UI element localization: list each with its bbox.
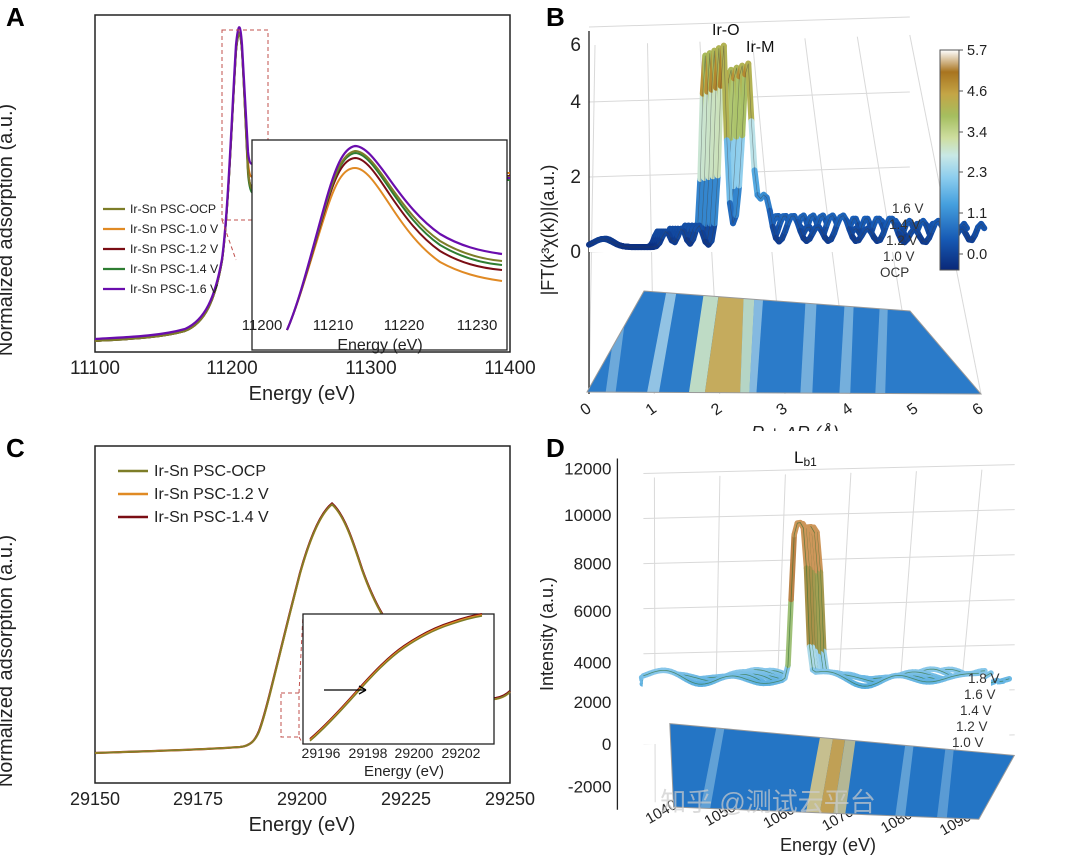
svg-text:4000: 4000 xyxy=(574,654,612,673)
svg-text:1: 1 xyxy=(643,400,660,419)
svg-text:29200: 29200 xyxy=(277,789,327,809)
svg-text:2000: 2000 xyxy=(574,693,612,712)
svg-text:Intensity (a.u.): Intensity (a.u.) xyxy=(540,577,557,691)
svg-text:11220: 11220 xyxy=(384,317,425,334)
svg-text:Ir-Sn PSC-1.2 V: Ir-Sn PSC-1.2 V xyxy=(154,486,269,503)
svg-text:11300: 11300 xyxy=(345,358,396,379)
svg-text:Energy (eV): Energy (eV) xyxy=(337,337,422,354)
svg-text:11200: 11200 xyxy=(206,358,257,379)
svg-text:Ir-Sn PSC-1.0 V: Ir-Sn PSC-1.0 V xyxy=(130,222,219,236)
svg-text:29202: 29202 xyxy=(442,745,481,761)
svg-text:0: 0 xyxy=(602,735,611,754)
svg-text:1.4 V: 1.4 V xyxy=(960,703,992,718)
svg-text:Lb1: Lb1 xyxy=(794,448,817,469)
svg-text:2: 2 xyxy=(570,167,581,188)
svg-text:6000: 6000 xyxy=(574,602,612,621)
svg-text:Ir-Sn PSC-OCP: Ir-Sn PSC-OCP xyxy=(154,463,266,480)
svg-text:29225: 29225 xyxy=(381,789,431,809)
svg-text:11210: 11210 xyxy=(313,317,354,334)
svg-text:11100: 11100 xyxy=(70,358,120,379)
svg-text:3.4: 3.4 xyxy=(967,125,987,141)
svg-text:29250: 29250 xyxy=(485,789,535,809)
svg-text:8000: 8000 xyxy=(574,555,612,574)
svg-text:Ir-Sn PSC-OCP: Ir-Sn PSC-OCP xyxy=(130,202,216,216)
svg-text:1.6 V: 1.6 V xyxy=(964,687,996,702)
svg-text:29175: 29175 xyxy=(173,789,223,809)
svg-text:10000: 10000 xyxy=(564,506,611,525)
svg-text:5: 5 xyxy=(904,400,921,419)
svg-text:1.6 V: 1.6 V xyxy=(892,201,924,216)
svg-text:1.8 V: 1.8 V xyxy=(968,671,1000,686)
svg-text:Ir-O: Ir-O xyxy=(712,22,740,39)
svg-text:Ir-M: Ir-M xyxy=(746,39,774,56)
svg-text:11400: 11400 xyxy=(484,358,535,379)
svg-text:1.1: 1.1 xyxy=(967,206,987,222)
svg-text:Energy (eV): Energy (eV) xyxy=(249,814,356,836)
svg-text:4: 4 xyxy=(570,92,581,113)
svg-text:Energy (eV): Energy (eV) xyxy=(780,835,876,855)
svg-text:0: 0 xyxy=(570,242,581,263)
svg-text:1.0 V: 1.0 V xyxy=(883,249,915,264)
svg-text:11200: 11200 xyxy=(242,317,283,334)
svg-text:Energy (eV): Energy (eV) xyxy=(364,763,444,780)
svg-text:Ir-Sn PSC-1.6 V: Ir-Sn PSC-1.6 V xyxy=(130,282,219,296)
svg-text:OCP: OCP xyxy=(880,265,909,280)
svg-text:R + ΔR (Å): R + ΔR (Å) xyxy=(751,423,839,431)
svg-text:4.6: 4.6 xyxy=(967,84,987,100)
svg-text:4: 4 xyxy=(839,400,856,419)
svg-text:Normalized adsorption (a.u.): Normalized adsorption (a.u.) xyxy=(0,535,17,787)
svg-text:1.0 V: 1.0 V xyxy=(952,735,984,750)
svg-text:2: 2 xyxy=(708,400,725,419)
svg-text:29150: 29150 xyxy=(70,789,120,809)
svg-text:2.3: 2.3 xyxy=(967,165,987,181)
svg-text:Ir-Sn PSC-1.4 V: Ir-Sn PSC-1.4 V xyxy=(154,509,269,526)
svg-text:11230: 11230 xyxy=(457,317,498,334)
svg-text:29198: 29198 xyxy=(349,745,388,761)
svg-text:Energy (eV): Energy (eV) xyxy=(249,383,356,405)
svg-text:6: 6 xyxy=(570,35,581,56)
svg-text:Ir-Sn PSC-1.4 V: Ir-Sn PSC-1.4 V xyxy=(130,262,219,276)
svg-text:|FT(k³χ(k))|(a.u.): |FT(k³χ(k))|(a.u.) xyxy=(540,165,558,296)
svg-text:29196: 29196 xyxy=(302,745,341,761)
svg-text:29200: 29200 xyxy=(395,745,434,761)
svg-text:Ir-Sn PSC-1.2 V: Ir-Sn PSC-1.2 V xyxy=(130,242,219,256)
svg-text:1.2 V: 1.2 V xyxy=(886,233,918,248)
svg-text:12000: 12000 xyxy=(564,460,611,479)
svg-text:知乎 @测试云平台: 知乎 @测试云平台 xyxy=(660,787,876,817)
svg-text:0: 0 xyxy=(578,400,595,419)
svg-text:Normalized adsorption (a.u.): Normalized adsorption (a.u.) xyxy=(0,104,17,356)
svg-text:5.7: 5.7 xyxy=(967,43,987,59)
svg-text:3: 3 xyxy=(774,400,791,419)
svg-text:-2000: -2000 xyxy=(568,778,611,797)
svg-text:1.2 V: 1.2 V xyxy=(956,719,988,734)
svg-text:1.4 V: 1.4 V xyxy=(889,217,921,232)
svg-text:0.0: 0.0 xyxy=(967,247,987,263)
svg-text:6: 6 xyxy=(970,400,987,419)
